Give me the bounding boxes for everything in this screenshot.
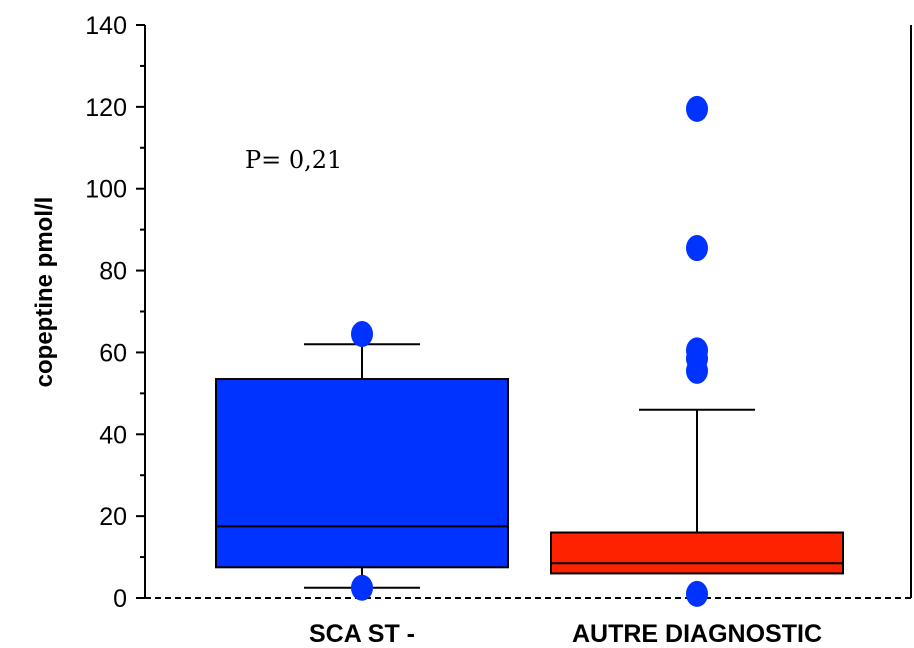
box-2 [550,95,844,607]
y-tick-label: 120 [85,94,127,122]
outlier-point [686,95,708,122]
y-tick-label: 20 [99,503,127,531]
p-value-annotation: P= 0,21 [245,146,342,174]
category-label: SCA ST - [309,620,415,648]
y-tick-label: 100 [85,176,127,204]
outlier-point [351,574,373,601]
outlier-point [686,235,708,262]
y-tick-label: 40 [99,421,127,449]
box-1 [215,321,509,601]
outlier-point [351,321,373,348]
iqr-box [550,531,844,575]
outlier-point [686,337,708,364]
outlier-point [686,580,708,607]
y-axis-label: copeptine pmol/l [31,197,58,388]
y-axis-ticks: 0 20 40 60 80 100 120 140 [85,12,145,613]
y-tick-label: 0 [113,585,127,613]
y-tick-label: 80 [99,258,127,286]
category-labels: SCA ST - AUTRE DIAGNOSTIC [309,620,822,648]
y-tick-label: 60 [99,339,127,367]
iqr-box [215,378,509,569]
y-tick-label: 140 [85,12,127,40]
boxes-group [215,95,844,607]
category-label: AUTRE DIAGNOSTIC [572,620,822,648]
